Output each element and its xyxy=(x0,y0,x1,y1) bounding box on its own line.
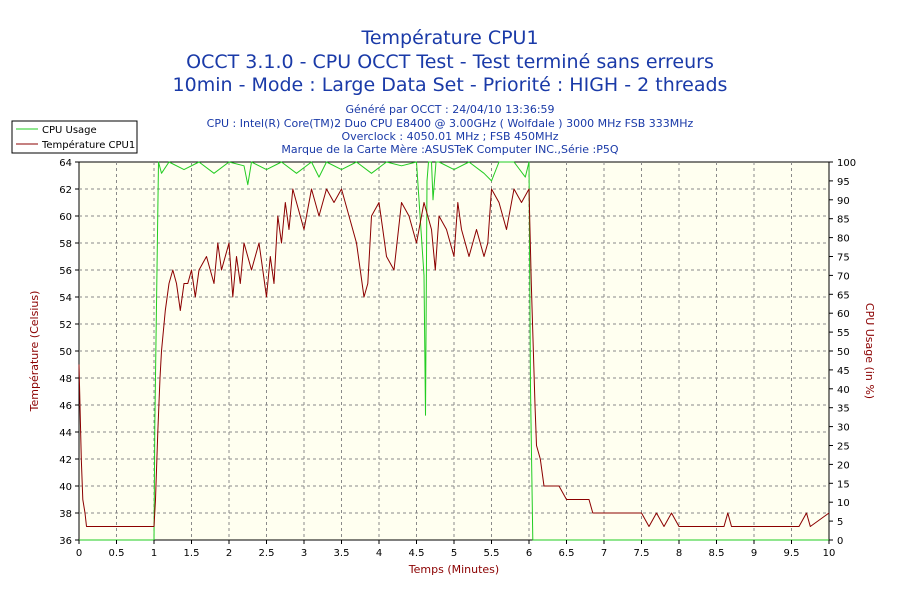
y-tick-label-left: 56 xyxy=(59,266,72,277)
y-tick-label-right: 90 xyxy=(837,196,850,207)
x-tick-label: 3 xyxy=(301,548,307,559)
info-generated: Généré par OCCT : 24/04/10 13:36:59 xyxy=(345,103,555,116)
chart-subtitle-2: 10min - Mode : Large Data Set - Priorité… xyxy=(172,74,728,96)
x-tick-label: 2 xyxy=(226,548,232,559)
y-tick-label-left: 38 xyxy=(59,509,72,520)
y-tick-label-right: 100 xyxy=(837,158,856,169)
y-tick-label-left: 62 xyxy=(59,185,72,196)
y-tick-label-left: 48 xyxy=(59,374,72,385)
y-tick-label-right: 45 xyxy=(837,366,850,377)
y-tick-label-left: 42 xyxy=(59,455,72,466)
x-tick-label: 5.5 xyxy=(484,548,500,559)
x-tick-label: 2.5 xyxy=(259,548,275,559)
y-tick-label-left: 58 xyxy=(59,239,72,250)
y-tick-label-left: 46 xyxy=(59,401,72,412)
x-tick-label: 3.5 xyxy=(334,548,350,559)
y-tick-label-right: 95 xyxy=(837,177,850,188)
y-tick-label-right: 35 xyxy=(837,404,850,415)
x-tick-label: 7 xyxy=(601,548,607,559)
y-tick-label-right: 70 xyxy=(837,271,850,282)
info-motherboard: Marque de la Carte Mère :ASUSTeK Compute… xyxy=(281,143,619,156)
legend-label-cpu-usage: CPU Usage xyxy=(42,125,97,136)
x-tick-label: 1.5 xyxy=(184,548,200,559)
x-tick-label: 6.5 xyxy=(559,548,575,559)
y-tick-label-left: 52 xyxy=(59,320,72,331)
y-tick-label-right: 50 xyxy=(837,347,850,358)
y-tick-label-right: 20 xyxy=(837,460,850,471)
chart-subtitle-1: OCCT 3.1.0 - CPU OCCT Test - Test termin… xyxy=(186,51,714,73)
y-tick-label-right: 85 xyxy=(837,215,850,226)
chart-title: Température CPU1 xyxy=(361,27,539,49)
x-axis-label: Temps (Minutes) xyxy=(408,563,499,576)
y-tick-label-left: 36 xyxy=(59,536,72,547)
x-tick-label: 5 xyxy=(451,548,457,559)
y-tick-label-left: 64 xyxy=(59,158,72,169)
x-tick-label: 10 xyxy=(823,548,836,559)
x-tick-label: 8.5 xyxy=(709,548,725,559)
x-tick-label: 4.5 xyxy=(409,548,425,559)
y-tick-label-left: 60 xyxy=(59,212,72,223)
y-axis-label-left: Température (Celsius) xyxy=(28,291,41,413)
x-tick-label: 9 xyxy=(751,548,757,559)
legend: CPU Usage Température CPU1 xyxy=(11,120,138,154)
y-tick-label-right: 25 xyxy=(837,442,850,453)
x-tick-label: 4 xyxy=(376,548,382,559)
series-line-cpu-usage xyxy=(79,161,829,541)
y-tick-label-right: 15 xyxy=(837,479,850,490)
x-tick-label: 0 xyxy=(76,548,82,559)
legend-label-temperature: Température CPU1 xyxy=(41,139,135,151)
x-tick-label: 8 xyxy=(676,548,682,559)
x-tick-label: 1 xyxy=(151,548,157,559)
y-tick-label-left: 54 xyxy=(59,293,72,304)
y-tick-label-left: 50 xyxy=(59,347,72,358)
info-cpu: CPU : Intel(R) Core(TM)2 Duo CPU E8400 @… xyxy=(206,117,694,130)
x-tick-label: 9.5 xyxy=(784,548,800,559)
series-layer xyxy=(78,161,830,541)
legend-box xyxy=(11,120,138,154)
y-tick-label-right: 0 xyxy=(837,536,843,547)
y-tick-label-right: 30 xyxy=(837,423,850,434)
series-line-temperature xyxy=(78,188,830,527)
y-tick-label-right: 5 xyxy=(837,517,843,528)
grid-lines xyxy=(79,162,829,540)
y-tick-label-right: 65 xyxy=(837,290,850,301)
y-axis-label-right: CPU Usage (in %) xyxy=(863,303,876,399)
y-tick-label-right: 75 xyxy=(837,253,850,264)
y-tick-label-right: 40 xyxy=(837,385,850,396)
x-tick-label: 6 xyxy=(526,548,532,559)
x-tick-label: 7.5 xyxy=(634,548,650,559)
y-tick-label-right: 80 xyxy=(837,234,850,245)
x-tick-label: 0.5 xyxy=(109,548,125,559)
y-tick-label-right: 10 xyxy=(837,498,850,509)
y-tick-label-right: 55 xyxy=(837,328,850,339)
info-overclock: Overclock : 4050.01 MHz ; FSB 450MHz xyxy=(341,130,559,143)
axes: 0 0.5 1 1.5 2 2.5 3 3.5 4 4.5 5 5.5 6 6.5 7 7.5 8 8.5 9 9.5… xyxy=(59,158,856,559)
y-tick-label-left: 40 xyxy=(59,482,72,493)
y-tick-label-left: 44 xyxy=(59,428,72,439)
y-tick-label-right: 60 xyxy=(837,309,850,320)
